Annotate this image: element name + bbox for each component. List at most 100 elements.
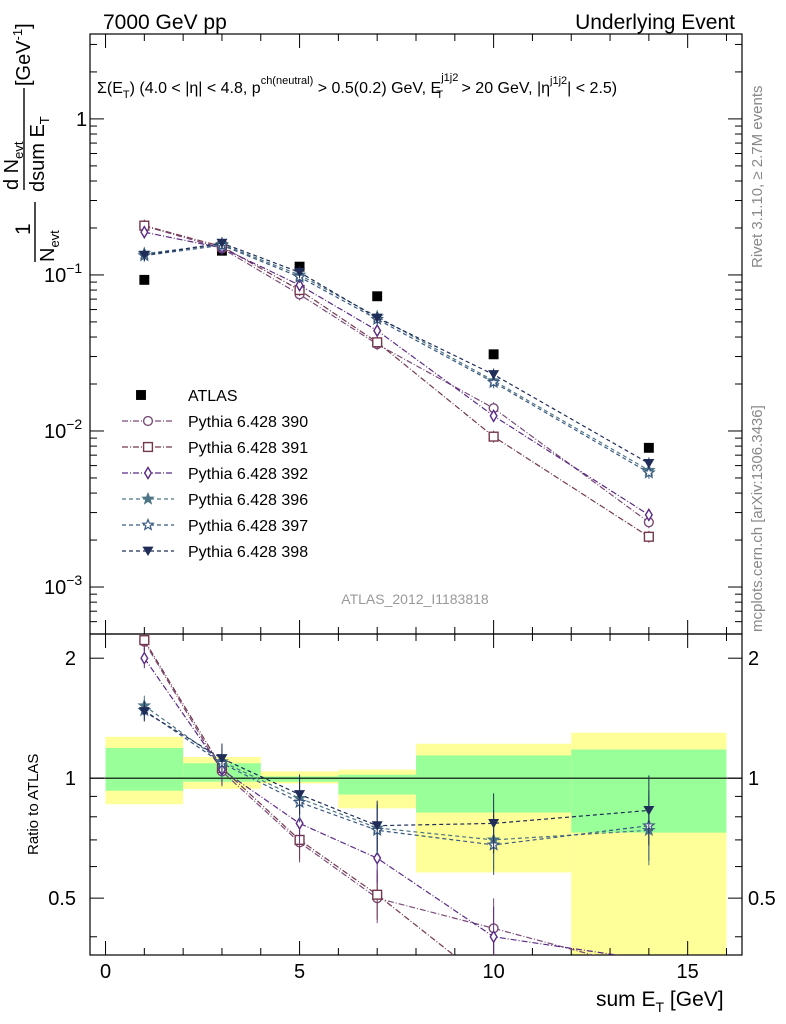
series-point-main (216, 238, 228, 249)
series-point-main (486, 375, 501, 389)
ratio-band-green (338, 774, 416, 795)
series-point-main (294, 267, 306, 278)
series-group (137, 219, 656, 955)
legend-label-atlas: ATLAS (188, 388, 238, 405)
svg-text:Nevt: Nevt (37, 230, 62, 262)
legend-entry: Pythia 6.428 396 (122, 491, 308, 509)
main-y-tick-label: 10−1 (44, 260, 82, 287)
legend-label: Pythia 6.428 398 (188, 544, 308, 561)
series-point-main (372, 337, 383, 348)
series-point-ratio (139, 635, 150, 646)
series-point-ratio (140, 651, 149, 666)
analysis-watermark: ATLAS_2012_I1183818 (341, 591, 489, 607)
svg-text:[GeV-1]: [GeV-1] (10, 23, 35, 86)
series-point-main (641, 465, 656, 479)
series-point-main (488, 431, 499, 442)
svg-text:dsum ET: dsum ET (27, 116, 52, 192)
series-ratio-group (140, 648, 621, 955)
atlas-data-point (488, 349, 499, 360)
x-tick-label: 0 (100, 961, 111, 983)
series-pythia-6428-392 (140, 225, 653, 955)
series-line-ratio (144, 710, 649, 827)
legend-label: Pythia 6.428 397 (188, 518, 308, 535)
legend-marker (143, 466, 153, 480)
series-point-main (489, 409, 498, 423)
series-point-ratio (294, 790, 306, 800)
legend-label: Pythia 6.428 391 (188, 440, 308, 457)
legend-entry: Pythia 6.428 391 (122, 440, 308, 457)
main-y-tick-label: 1 (76, 109, 87, 131)
main-y-tick-label: 10−2 (44, 416, 82, 443)
legend-entry: Pythia 6.428 392 (122, 466, 308, 483)
svg-text:1: 1 (12, 223, 35, 235)
ratio-y-tick-label-right: 0.5 (748, 888, 776, 910)
series-point-ratio (216, 754, 228, 764)
legend-entry: Pythia 6.428 390 (122, 414, 308, 431)
axis-ticks: 1 10−1 10−2 10−3 2 2 1 1 0.5 0.5 0 5 10 15 (44, 34, 776, 983)
legend-marker (142, 415, 154, 427)
ratio-y-tick-label: 1 (65, 768, 76, 790)
x-tick-label: 5 (294, 961, 305, 983)
ratio-y-tick-label-right: 2 (748, 648, 759, 670)
series-line-main (144, 242, 650, 464)
series-point-main (295, 278, 304, 293)
series-point-main (488, 370, 500, 380)
ratio-y-tick-label: 0.5 (48, 888, 76, 910)
legend-marker-atlas (136, 390, 146, 400)
legend-marker (142, 546, 154, 556)
atlas-data-point (372, 291, 383, 302)
legend-entry: Pythia 6.428 397 (122, 517, 308, 535)
series-point-ratio (488, 819, 500, 829)
series-point-ratio (643, 806, 655, 816)
ratio-y-tick-label: 2 (65, 648, 76, 670)
legend-entry-atlas: ATLAS (136, 388, 238, 405)
series-line-ratio (143, 709, 649, 846)
ratio-y-axis-label: Ratio to ATLAS (25, 754, 42, 855)
selection-label: Σ(ET) (4.0 < |η| < 4.8, pch(neutral) > 0… (97, 72, 617, 101)
series-pythia-6428-398 (138, 237, 655, 854)
main-y-tick-label: 10−3 (44, 572, 82, 599)
series-point-main (373, 323, 382, 338)
ratio-y-tick-label-right: 1 (748, 768, 759, 790)
svg-text:d Nevt: d Nevt (1, 141, 26, 190)
legend-marker (141, 517, 155, 531)
legend-entry: Pythia 6.428 398 (122, 544, 308, 561)
mcplots-reference-text: mcplots.cern.ch [arXiv:1306.3436] (749, 405, 766, 632)
series-line-ratio (143, 657, 621, 955)
series-line-ratio (143, 639, 455, 955)
x-tick-label: 15 (677, 961, 699, 983)
header-right: Underlying Event (575, 11, 735, 34)
series-point-ratio (372, 889, 383, 900)
series-point-main (371, 313, 383, 323)
series-line-ratio (143, 641, 596, 955)
legend: ATLAS Pythia 6.428 390 Pythia 6.428 391 Pyt… (122, 388, 308, 561)
series-point-ratio (489, 929, 498, 944)
legend-label: Pythia 6.428 392 (188, 466, 308, 483)
series-point-main (138, 250, 150, 261)
series-point-main (643, 458, 655, 469)
x-tick-label: 10 (482, 961, 504, 983)
series-ratio-group (138, 701, 655, 854)
legend-marker (141, 491, 155, 505)
series-point-ratio (373, 851, 382, 865)
ratio-band-green (105, 748, 184, 791)
atlas-data-point (643, 442, 654, 453)
legend-label: Pythia 6.428 390 (188, 414, 308, 431)
series-line-ratio (143, 705, 649, 841)
legend-marker (142, 441, 154, 453)
atlas-data-point (139, 274, 150, 285)
rivet-version-text: Rivet 3.1.10, ≥ 2.7M events (749, 86, 766, 269)
x-axis-label: sum ET [GeV] (596, 988, 724, 1015)
header-left: 7000 GeV pp (103, 11, 227, 34)
series-point-ratio (138, 707, 150, 717)
y-axis-label: 1 Nevt d Nevt dsum ET [GeV-1] (1, 23, 62, 262)
series-line-main (144, 244, 650, 474)
series-point-ratio (295, 816, 304, 831)
ratio-uncertainty-bands (90, 732, 742, 955)
series-point-main (643, 531, 654, 542)
legend-label: Pythia 6.428 396 (188, 492, 308, 509)
series-point-main (140, 225, 149, 240)
series-line-main (144, 225, 650, 538)
series-point-ratio (371, 821, 383, 831)
